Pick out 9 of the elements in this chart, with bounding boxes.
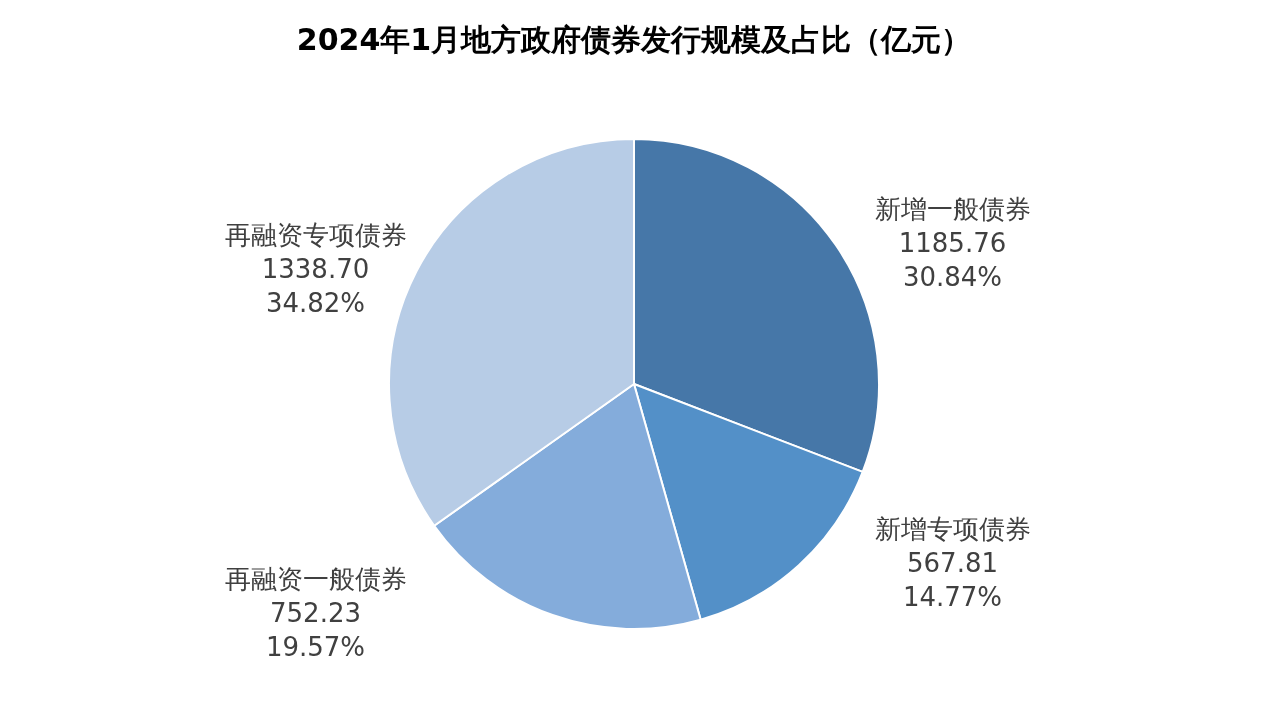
data-label: 1338.70 34.82% (261, 254, 370, 319)
data-label: 1185.76 30.84% (898, 228, 1007, 293)
slice-label: 新增专项债券 (874, 513, 1031, 544)
chart-title: 2024年1月地方政府债券发行规模及占比（亿元） (296, 21, 972, 57)
data-label: 752.23 19.57% (265, 597, 366, 662)
slice-label: 再融资专项债券 (224, 220, 407, 251)
slice-label: 新增一般债券 (874, 194, 1031, 225)
data-label: 567.81 14.77% (902, 547, 1003, 612)
slice-label: 再融资一般债券 (224, 563, 407, 594)
